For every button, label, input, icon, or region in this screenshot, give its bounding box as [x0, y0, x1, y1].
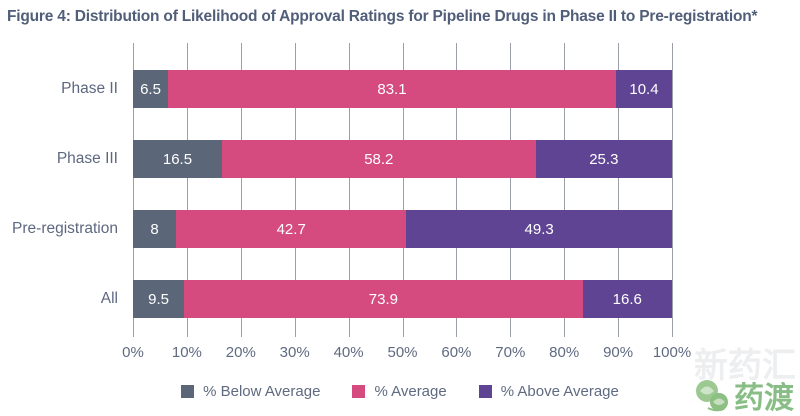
segment-above-average: 16.6 [582, 280, 672, 318]
gridline [672, 43, 673, 337]
legend-label: % Below Average [203, 383, 321, 400]
segment-value: 16.6 [612, 290, 642, 308]
legend-item-above-average: % Above Average [478, 383, 619, 400]
segment-value: 6.5 [140, 80, 161, 98]
segment-value: 8 [150, 220, 159, 238]
gridline [510, 43, 512, 337]
gridline [456, 43, 458, 337]
segment-average: 73.9 [184, 280, 583, 318]
x-tick-label: 10% [171, 344, 202, 361]
category-label-all: All [100, 290, 118, 307]
segment-below-average: 9.5 [133, 280, 185, 318]
x-tick-label: 20% [225, 344, 256, 361]
legend-label: % Average [374, 383, 447, 400]
segment-value: 58.2 [364, 150, 394, 168]
gridline [564, 43, 566, 337]
gridline [294, 43, 296, 337]
segment-value: 10.4 [629, 80, 659, 98]
legend-label: % Above Average [500, 383, 619, 400]
x-tick-label: 30% [279, 344, 310, 361]
x-tick-label: 100% [652, 344, 692, 361]
legend-item-below-average: % Below Average [181, 383, 320, 400]
gridline [133, 43, 134, 337]
segment-value: 49.3 [524, 220, 554, 238]
above-average-swatch-icon [478, 385, 492, 398]
gridline [240, 43, 242, 337]
average-swatch-icon [352, 385, 366, 398]
x-tick-label: 40% [333, 344, 364, 361]
x-tick-label: 50% [387, 344, 418, 361]
x-tick-label: 80% [549, 344, 580, 361]
segment-value: 25.3 [589, 150, 619, 168]
gridline [348, 43, 350, 337]
legend-item-average: % Average [352, 383, 447, 400]
bar-phase-2: 6.5 83.1 10.4 [133, 70, 672, 108]
category-label-pre-registration: Pre-registration [12, 220, 118, 237]
x-axis: 0% 10% 20% 30% 40% 50% 60% 70% 80% 90% 1… [122, 344, 691, 364]
bar-all: 9.5 73.9 16.6 [133, 280, 672, 318]
segment-value: 83.1 [377, 80, 407, 98]
x-tick-label: 70% [495, 344, 526, 361]
gridline [402, 43, 404, 337]
x-tick-label: 0% [122, 344, 144, 361]
segment-above-average: 49.3 [406, 210, 673, 248]
category-label-phase-2: Phase II [61, 80, 118, 97]
category-label-phase-3: Phase III [56, 150, 118, 167]
segment-above-average: 25.3 [535, 140, 672, 178]
x-tick-label: 60% [441, 344, 472, 361]
segment-average: 83.1 [168, 70, 616, 108]
segment-below-average: 8 [133, 210, 177, 248]
segment-value: 73.9 [368, 290, 398, 308]
segment-average: 42.7 [176, 210, 407, 248]
below-average-swatch-icon [181, 385, 195, 398]
gridline [186, 43, 188, 337]
bar-pre-registration: 8 42.7 49.3 [133, 210, 673, 248]
segment-value: 16.5 [162, 150, 193, 168]
segment-value: 42.7 [276, 220, 306, 238]
segment-value: 9.5 [148, 290, 170, 308]
segment-below-average: 6.5 [133, 70, 169, 108]
x-tick-label: 90% [603, 344, 634, 361]
watermark-ghost-text: 新药汇 [694, 347, 796, 385]
category-axis: Phase II Phase III Pre-registration All [0, 43, 125, 337]
chart-title: Figure 4: Distribution of Likelihood of … [7, 8, 758, 25]
segment-average: 58.2 [221, 140, 536, 178]
plot-area: 6.5 83.1 10.4 16.5 58.2 25.3 8 42.7 49.3… [133, 43, 673, 337]
gridline [618, 43, 620, 337]
segment-above-average: 10.4 [615, 70, 672, 108]
legend: % Below Average % Average % Above Averag… [0, 383, 800, 400]
segment-below-average: 16.5 [133, 140, 222, 178]
bar-phase-3: 16.5 58.2 25.3 [133, 140, 672, 178]
